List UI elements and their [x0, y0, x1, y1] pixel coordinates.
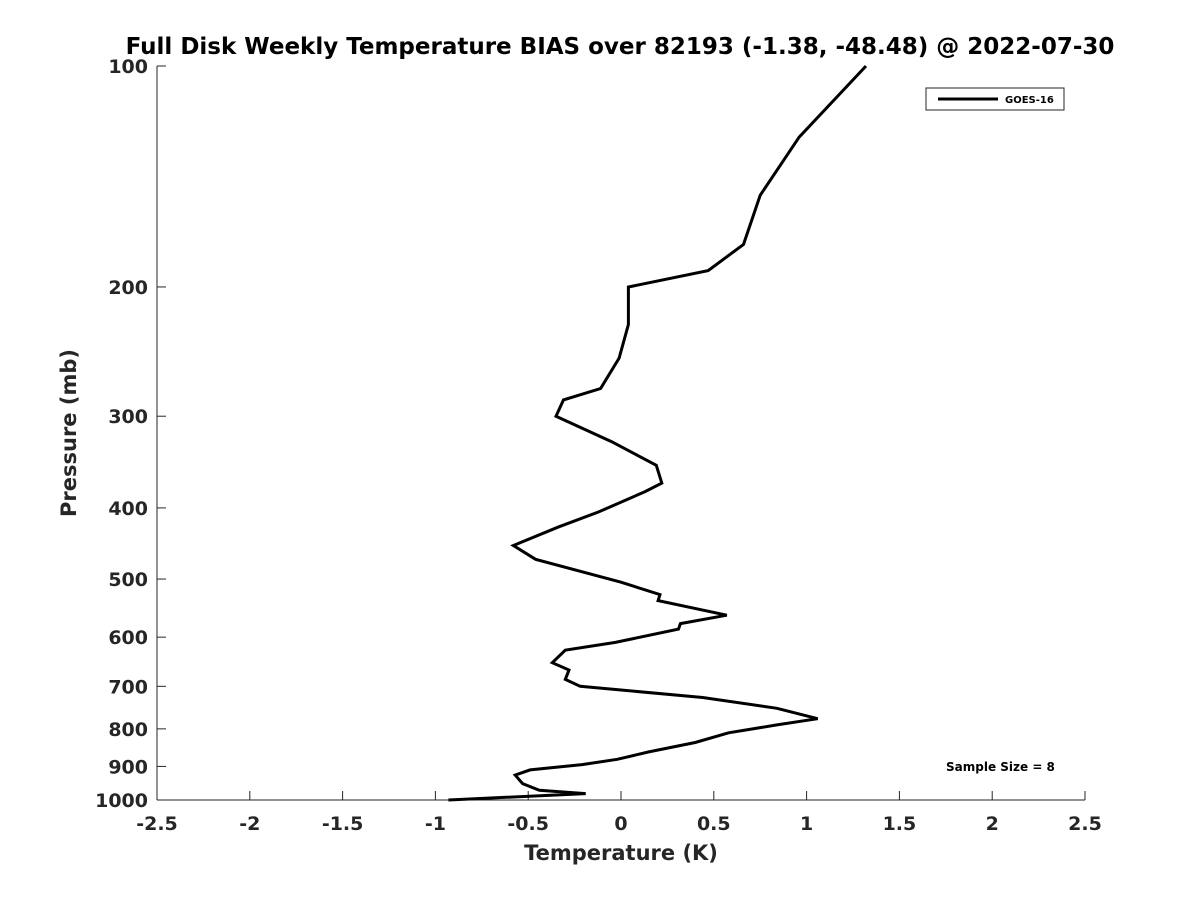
x-tick-label: 2 [986, 813, 999, 835]
y-axis-label: Pressure (mb) [57, 349, 81, 517]
y-tick-label: 200 [108, 277, 148, 299]
x-tick-label: -2.5 [136, 813, 178, 835]
y-tick-label: 400 [108, 498, 148, 520]
y-axis-ticks: 100 200 300 400 500 600 700 800 900 1000 [95, 56, 166, 812]
x-tick-label: 2.5 [1068, 813, 1102, 835]
y-tick-label: 100 [108, 56, 148, 78]
x-axis-label: Temperature (K) [524, 841, 718, 865]
x-tick-label: -2 [239, 813, 260, 835]
x-tick-label: 1.5 [883, 813, 917, 835]
y-tick-label: 500 [108, 569, 148, 591]
y-tick-label: 300 [108, 406, 148, 428]
chart-title: Full Disk Weekly Temperature BIAS over 8… [126, 34, 1115, 60]
x-tick-label: 0.5 [697, 813, 731, 835]
series-layer [448, 64, 868, 802]
legend: GOES-16 [925, 87, 1065, 111]
y-tick-label: 700 [108, 676, 148, 698]
y-tick-label: 800 [108, 719, 148, 741]
x-tick-label: -1 [425, 813, 446, 835]
x-tick-label: -1.5 [322, 813, 364, 835]
x-axis-ticks: -2.5 -2 -1.5 -1 -0.5 0 0.5 1 1.5 2 2.5 [136, 791, 1102, 835]
x-tick-label: -0.5 [507, 813, 549, 835]
series-line-goes-16 [448, 64, 868, 802]
y-tick-label: 600 [108, 627, 148, 649]
sample-size-annotation: Sample Size = 8 [946, 760, 1055, 774]
x-tick-label: 1 [800, 813, 813, 835]
y-tick-label: 900 [108, 756, 148, 778]
legend-label-goes-16: GOES-16 [1005, 95, 1054, 106]
y-tick-label: 1000 [95, 790, 148, 812]
x-tick-label: 0 [614, 813, 627, 835]
